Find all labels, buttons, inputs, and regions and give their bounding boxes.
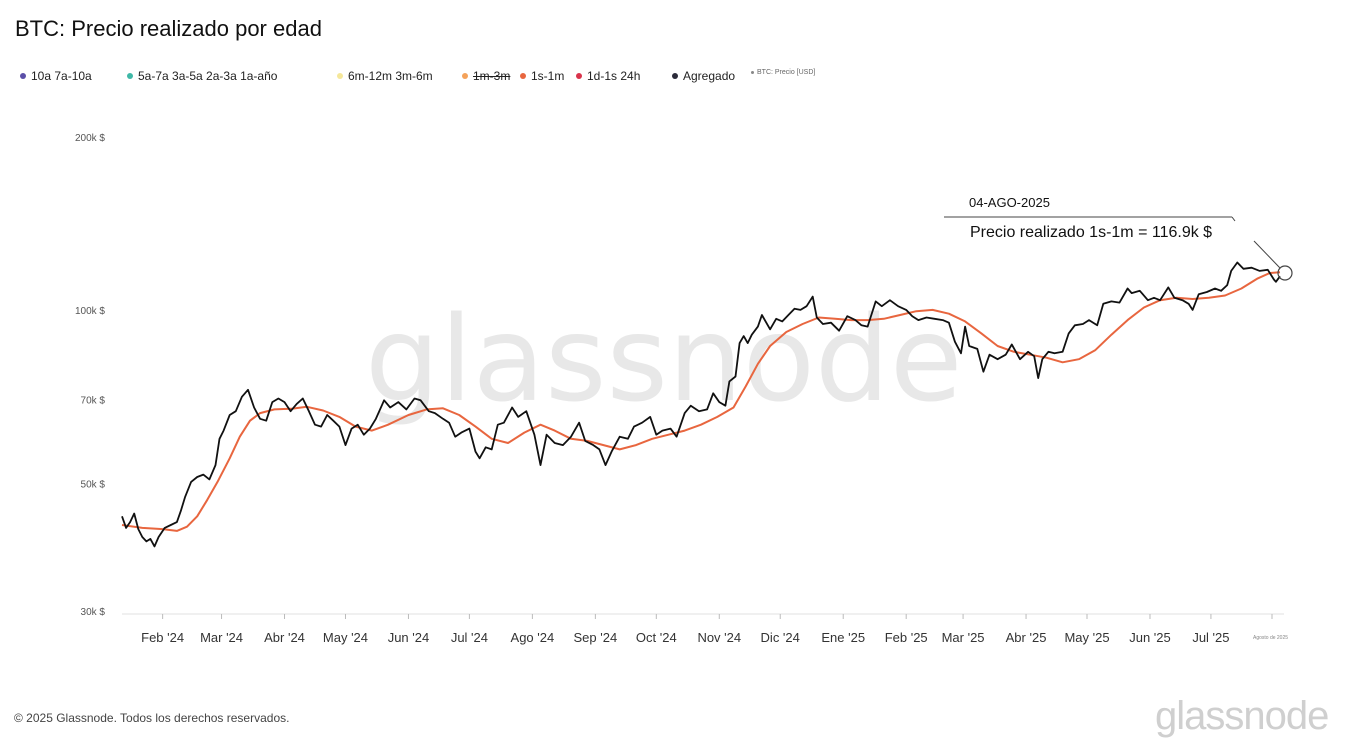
x-tick-label: Sep '24	[574, 630, 618, 645]
chart-title: BTC: Precio realizado por edad	[15, 16, 322, 41]
x-tick-label: Ene '25	[821, 630, 865, 645]
legend-swatch	[462, 73, 468, 79]
x-tick-label: Feb '25	[885, 630, 928, 645]
x-tick-label: Feb '24	[141, 630, 184, 645]
x-tick-label: Mar '25	[942, 630, 985, 645]
legend-item[interactable]: 10a 7a-10a	[20, 69, 92, 83]
legend-item[interactable]: Agregado	[672, 69, 735, 83]
legend-swatch	[751, 71, 754, 74]
x-tick-label: Mar '24	[200, 630, 243, 645]
legend-swatch	[337, 73, 343, 79]
legend-label: 1m-3m	[473, 69, 511, 83]
x-tick-label: Jun '25	[1129, 630, 1171, 645]
legend-item[interactable]: BTC: Precio [USD]	[751, 69, 815, 76]
x-tick-label: Ago '24	[511, 630, 555, 645]
y-axis: 30k $ 50k $ 70k $ 100k $ 200k $	[75, 133, 105, 618]
legend-item[interactable]: 6m-12m 3m-6m	[337, 69, 433, 83]
y-tick-label: 30k $	[81, 607, 106, 618]
x-tick-label: May '24	[323, 630, 368, 645]
x-tick-label: Jun '24	[388, 630, 430, 645]
x-tick-label: Abr '24	[264, 630, 305, 645]
x-tick-label: Jul '24	[451, 630, 488, 645]
legend-item[interactable]: 1m-3m	[462, 69, 510, 83]
end-date-label: Agosto de 2025	[1253, 635, 1288, 641]
legend-label: 5a-7a 3a-5a 2a-3a 1a-año	[138, 69, 278, 83]
x-tick-label: Dic '24	[761, 630, 800, 645]
y-tick-label: 50k $	[81, 479, 106, 490]
legend-label: 1s-1m	[531, 69, 565, 83]
x-tick-label: May '25	[1064, 630, 1109, 645]
series-group	[121, 261, 1281, 548]
legend-swatch	[576, 73, 582, 79]
x-tick-label: Jul '25	[1192, 630, 1229, 645]
x-tick-label: Abr '25	[1006, 630, 1047, 645]
annotation-date: 04-AGO-2025	[969, 195, 1050, 210]
annotation-marker[interactable]	[1277, 265, 1293, 281]
x-tick-label: Oct '24	[636, 630, 677, 645]
copyright-text: © 2025 Glassnode. Todos los derechos res…	[14, 711, 290, 725]
legend-item[interactable]: 1d-1s 24h	[576, 69, 640, 83]
y-tick-label: 100k $	[75, 306, 105, 317]
glassnode-logo: glassnode	[1155, 694, 1329, 738]
legend-item[interactable]: 5a-7a 3a-5a 2a-3a 1a-año	[127, 69, 277, 83]
legend-item[interactable]: 1s-1m	[520, 69, 564, 83]
legend-swatch	[127, 73, 133, 79]
series-line-btc-price	[121, 261, 1281, 548]
legend-swatch	[520, 73, 526, 79]
legend-label: 10a 7a-10a	[31, 69, 92, 83]
annotation-leader	[1253, 240, 1281, 269]
legend-label: 1d-1s 24h	[587, 69, 641, 83]
legend-swatch	[672, 73, 678, 79]
legend-label: 6m-12m 3m-6m	[348, 69, 433, 83]
annotation-underline-tick	[1231, 216, 1236, 222]
series-line-1s-1m	[121, 271, 1281, 532]
x-axis: Feb '24 Mar '24 Abr '24 May '24 Jun '24 Jul '…	[141, 614, 1273, 645]
legend-swatch	[20, 73, 26, 79]
annotation: 04-AGO-2025 Precio realizado 1s-1m = 116…	[944, 195, 1293, 281]
y-tick-label: 200k $	[75, 133, 105, 144]
legend-label: Agregado	[683, 69, 736, 83]
annotation-text: Precio realizado 1s-1m = 116.9k $	[970, 224, 1212, 241]
x-tick-label: Nov '24	[697, 630, 741, 645]
y-tick-label: 70k $	[81, 395, 106, 406]
legend-label: BTC: Precio [USD]	[757, 69, 816, 76]
watermark: glassnode	[365, 290, 962, 428]
